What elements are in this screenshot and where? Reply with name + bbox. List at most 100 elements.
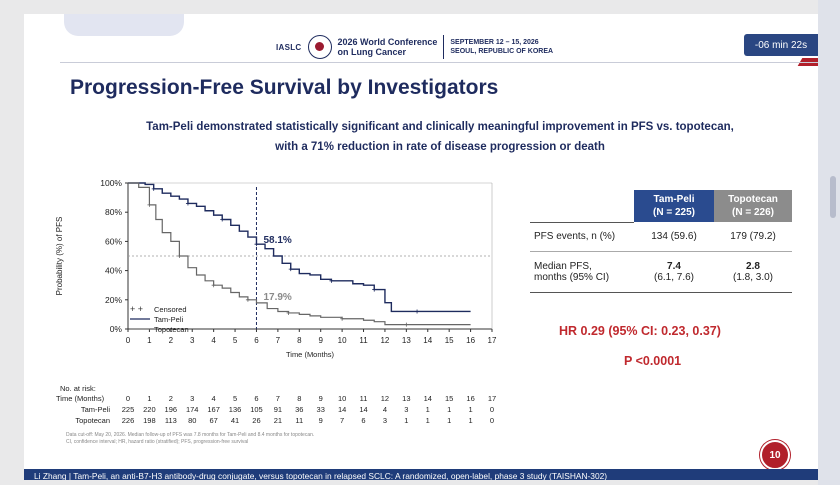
risk-cell: 33 [316, 405, 325, 414]
x-tick-label: 10 [338, 336, 347, 345]
slide: IASLC 2026 World Conference on Lung Canc… [24, 14, 818, 480]
median-ci: (6.1, 7.6) [653, 271, 695, 283]
censor-mark [404, 322, 409, 327]
risk-cell: 26 [252, 416, 261, 425]
x-tick-label: 7 [276, 336, 281, 345]
risk-row-tam-peli: Tam-Peli 225 220 196 174 167 136 105 91 36 33 14 14… [24, 405, 504, 415]
risk-cell: 1 [425, 416, 430, 425]
header-divider [443, 35, 445, 59]
risk-row-label: Topotecan [75, 416, 110, 425]
risk-cell: 7 [275, 394, 280, 403]
y-axis-label: Probability (%) of PFS [55, 217, 64, 296]
legend-label: Censored [154, 305, 187, 314]
censor-mark [372, 287, 377, 292]
risk-cell: 5 [232, 394, 238, 403]
risk-cell: 1 [468, 405, 473, 414]
legend-symbol: + + [130, 304, 143, 314]
risk-cell: 1 [147, 394, 152, 403]
risk-cell: 17 [487, 394, 497, 403]
risk-cell: 4 [382, 405, 388, 414]
censor-mark [147, 202, 152, 207]
col1-n: (N = 225) [653, 207, 695, 218]
risk-cell: 105 [250, 405, 263, 414]
risk-cell: 6 [361, 416, 366, 425]
y-tick-label: 100% [100, 178, 122, 188]
iaslc-logo-text: IASLC [276, 42, 302, 52]
risk-cell: 11 [359, 394, 368, 403]
median-ci: (1.8, 3.0) [732, 271, 774, 283]
row-label-line2: months (95% CI) [534, 271, 610, 283]
x-tick-label: 17 [488, 336, 497, 345]
header-rule [60, 62, 818, 63]
x-tick-label: 13 [402, 336, 411, 345]
risk-cell: 8 [297, 394, 302, 403]
risk-cell: 1 [425, 405, 430, 414]
median-value: 2.8 [746, 260, 760, 272]
risk-cell: 11 [295, 416, 304, 425]
conference-name-line2: on Lung Cancer [337, 47, 407, 57]
risk-header: No. at risk: [60, 384, 96, 393]
right-edge-band [818, 0, 840, 485]
risk-row-label: Tam-Peli [80, 405, 110, 414]
pfs-stats-table: Tam-Peli (N = 225) Topotecan (N = 226) PFS… [530, 190, 792, 293]
conference-dates-line1: SEPTEMBER 12 – 15, 2026 [450, 39, 539, 46]
conference-dates: SEPTEMBER 12 – 15, 2026 SEOUL, REPUBLIC … [450, 38, 553, 56]
risk-cell: 9 [318, 394, 323, 403]
risk-cell: 13 [402, 394, 411, 403]
row-label: PFS events, n (%) [530, 222, 634, 252]
stats-row-median: Median PFS, months (95% CI) 7.4 (6.1, 7.6)… [530, 251, 792, 293]
subtitle-line2: with a 71% reduction in rate of disease … [275, 141, 605, 153]
y-tick-label: 40% [105, 266, 122, 276]
x-tick-label: 5 [233, 336, 238, 345]
risk-cell: 14 [337, 405, 347, 414]
row-value: 7.4 (6.1, 7.6) [634, 251, 714, 293]
risk-cell: 4 [211, 394, 216, 403]
risk-cell: 226 [121, 416, 135, 425]
x-tick-label: 3 [190, 336, 195, 345]
x-tick-label: 2 [169, 336, 174, 345]
risk-cell: 21 [273, 416, 283, 425]
legend-label: Topotecan [154, 325, 189, 334]
p-value: P <0.0001 [624, 354, 682, 368]
y-tick-label: 60% [105, 236, 122, 246]
median-value: 7.4 [667, 260, 681, 272]
risk-row-topotecan: Topotecan 226 198 113 80 67 41 26 21 11 9 7 6 3 1 1 1 1 0 [24, 416, 504, 426]
x-tick-label: 6 [254, 336, 259, 345]
risk-time-label: Time (Months) [56, 394, 105, 403]
footnote-line2: CI, confidence interval; HR, hazard rati… [66, 439, 249, 445]
risk-cell: 2 [168, 394, 173, 403]
y-tick-label: 80% [105, 207, 122, 217]
stats-col-tam-peli: Tam-Peli (N = 225) [634, 190, 714, 222]
y-tick-label: 20% [105, 295, 122, 305]
col1-name: Tam-Peli [653, 194, 695, 205]
risk-cell: 3 [382, 416, 388, 425]
row-value: 2.8 (1.8, 3.0) [714, 251, 792, 293]
conference-name-line1: 2026 World Conference [337, 37, 438, 47]
conference-header: IASLC 2026 World Conference on Lung Canc… [276, 32, 553, 62]
scroll-handle[interactable] [830, 176, 836, 218]
censor-mark [211, 283, 216, 288]
x-tick-label: 14 [423, 336, 432, 345]
risk-cell: 167 [207, 405, 220, 414]
row-value: 179 (79.2) [714, 222, 792, 252]
legend-label: Tam-Peli [154, 315, 184, 324]
risk-cell: 7 [340, 416, 345, 425]
censor-mark [329, 278, 334, 283]
conference-seal-icon [307, 35, 332, 59]
risk-cell: 225 [121, 405, 135, 414]
risk-cell: 41 [230, 416, 240, 425]
censor-mark [151, 186, 156, 191]
footnote: Data cut-off: May 20, 2026. Median follo… [66, 432, 486, 446]
censor-mark [415, 309, 420, 314]
risk-times-row: Time (Months) 0 1 2 3 4 5 6 7 8 9 10 11 12 13 14 15 16 17 [24, 394, 504, 404]
hazard-ratio: HR 0.29 (95% CI: 0.23, 0.37) [559, 324, 721, 338]
risk-cell: 220 [143, 405, 156, 414]
risk-cell: 14 [423, 394, 432, 403]
stats-col-topotecan: Topotecan (N = 226) [714, 190, 792, 222]
top-tab-shape [64, 14, 184, 36]
x-tick-label: 8 [297, 336, 302, 345]
risk-cell: 1 [468, 416, 473, 425]
risk-cell: 0 [125, 394, 131, 403]
x-tick-label: 4 [211, 336, 216, 345]
x-tick-label: 15 [445, 336, 454, 345]
